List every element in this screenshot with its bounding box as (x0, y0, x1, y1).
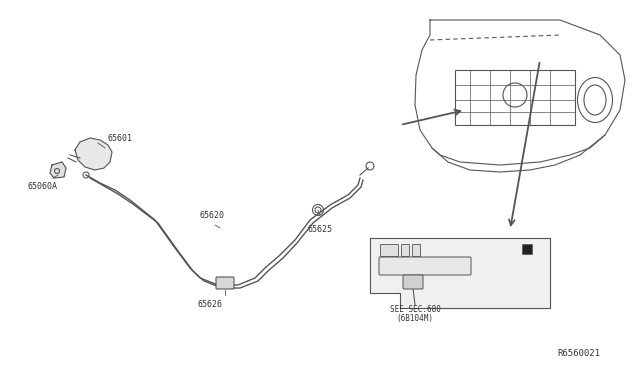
Polygon shape (370, 238, 550, 308)
Text: 65601: 65601 (107, 134, 132, 143)
Bar (522, 244, 532, 254)
Text: 65625: 65625 (307, 225, 332, 234)
FancyBboxPatch shape (216, 277, 234, 289)
Polygon shape (75, 138, 112, 170)
Text: 65626: 65626 (198, 300, 223, 309)
Text: SEE SEC.680: SEE SEC.680 (390, 305, 440, 314)
Bar (455, 70, 575, 125)
Text: 65620: 65620 (200, 211, 225, 220)
Text: R6560021: R6560021 (557, 349, 600, 358)
Bar (412, 244, 420, 256)
FancyBboxPatch shape (379, 257, 471, 275)
Bar (401, 244, 409, 256)
Polygon shape (50, 162, 66, 178)
Text: 65060A: 65060A (28, 182, 58, 191)
Text: (6B104M): (6B104M) (397, 314, 433, 323)
FancyBboxPatch shape (403, 275, 423, 289)
Bar (380, 244, 398, 256)
